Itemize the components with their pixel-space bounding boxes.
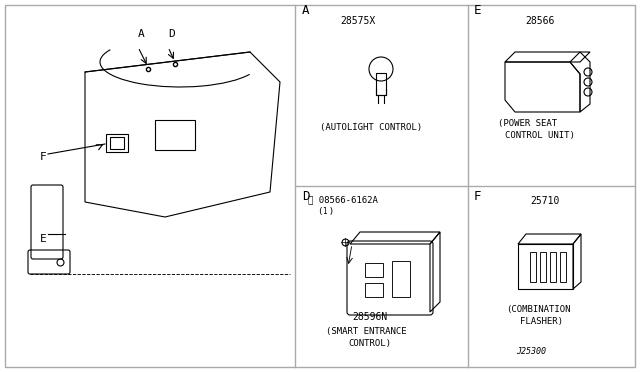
Bar xyxy=(392,261,410,297)
Text: (POWER SEAT: (POWER SEAT xyxy=(498,119,557,128)
Text: E: E xyxy=(474,4,481,17)
Text: CONTROL): CONTROL) xyxy=(348,339,391,348)
Text: (AUTOLIGHT CONTROL): (AUTOLIGHT CONTROL) xyxy=(320,123,422,132)
Bar xyxy=(518,244,573,289)
Text: Ⓢ 08566-6162A: Ⓢ 08566-6162A xyxy=(308,195,378,204)
Bar xyxy=(365,263,383,277)
Text: D: D xyxy=(302,190,310,203)
Bar xyxy=(560,252,566,282)
Bar xyxy=(540,252,546,282)
Text: CONTROL UNIT): CONTROL UNIT) xyxy=(505,131,575,140)
Text: ( ): ( ) xyxy=(318,207,334,216)
Text: (COMBINATION: (COMBINATION xyxy=(506,305,570,314)
Text: F: F xyxy=(474,190,481,203)
Bar xyxy=(155,120,195,150)
Bar xyxy=(365,283,383,297)
Bar xyxy=(376,73,386,95)
Text: A: A xyxy=(302,4,310,17)
Bar xyxy=(550,252,556,282)
Text: J25300: J25300 xyxy=(516,347,546,356)
Text: FLASHER): FLASHER) xyxy=(520,317,563,326)
Text: A: A xyxy=(138,29,145,39)
Text: D: D xyxy=(168,29,175,39)
Text: 25710: 25710 xyxy=(530,196,559,206)
Bar xyxy=(110,137,124,149)
Text: 28596N: 28596N xyxy=(352,312,387,322)
Text: (SMART ENTRANCE: (SMART ENTRANCE xyxy=(326,327,406,336)
Text: E: E xyxy=(40,234,47,244)
Bar xyxy=(106,134,128,152)
Text: 28575X: 28575X xyxy=(340,16,375,26)
Text: 1: 1 xyxy=(322,207,326,216)
Text: 28566: 28566 xyxy=(525,16,554,26)
Text: F: F xyxy=(40,152,47,162)
Bar xyxy=(530,252,536,282)
